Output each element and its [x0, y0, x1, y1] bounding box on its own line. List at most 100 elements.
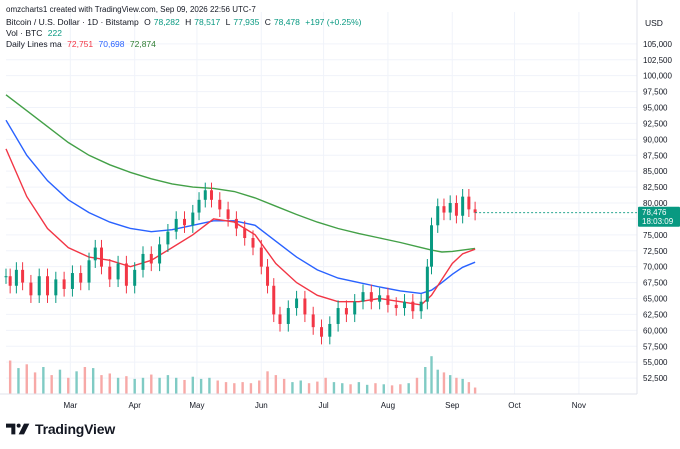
candle-body	[29, 282, 33, 296]
ma-slow-line	[5, 94, 476, 253]
volume-bar	[33, 372, 37, 394]
price-tick-label: 72,500	[643, 247, 668, 256]
ma-legend: Daily Lines ma 72,751 70,698 72,874	[6, 39, 159, 50]
candle-body	[234, 218, 238, 229]
candle-body	[461, 196, 465, 216]
volume-bar	[83, 367, 87, 394]
time-tick-label: Mar	[63, 401, 77, 410]
volume-bar	[67, 377, 70, 394]
volume-bar	[216, 380, 219, 394]
price-tick-label: 90,000	[643, 135, 668, 144]
candle-body	[141, 253, 145, 270]
candle-body	[166, 231, 170, 245]
candle-body	[158, 244, 162, 264]
bar-countdown: 18:03:09	[642, 217, 674, 226]
volume-bar	[382, 384, 385, 394]
price-tick-label: 105,000	[643, 40, 672, 49]
price-tick-label: 92,500	[643, 119, 668, 128]
volume-bar	[42, 367, 45, 394]
volume-bar	[424, 367, 427, 394]
candle-body	[218, 199, 222, 210]
candle-body	[149, 253, 153, 264]
volume-bar	[332, 382, 336, 394]
last-price-badge	[638, 206, 680, 227]
price-tick-label: 95,000	[643, 104, 668, 113]
candle-body	[226, 209, 230, 219]
volume-bar	[50, 375, 53, 394]
volume-bar	[365, 384, 369, 394]
volume-value: 222	[47, 28, 62, 38]
price-tick-label: 60,000	[643, 326, 668, 335]
volume-bar	[150, 374, 153, 394]
volume-bar	[17, 368, 20, 394]
candle-body	[295, 298, 299, 309]
volume-bar	[183, 379, 186, 394]
candle-body	[386, 295, 390, 305]
volume-bar	[448, 375, 452, 394]
candle-body	[21, 269, 25, 283]
symbol-title[interactable]: Bitcoin / U.S. Dollar · 1D · Bitstamp	[6, 17, 139, 27]
volume-bar	[208, 377, 211, 394]
price-tick-label: 80,000	[643, 199, 668, 208]
volume-bar	[116, 377, 120, 394]
volume-bar	[91, 368, 95, 394]
last-price-value: 78,476	[642, 208, 667, 217]
ma-slow-value: 72,874	[129, 39, 156, 49]
candle-body	[79, 273, 83, 283]
candle-body	[116, 263, 120, 280]
volume-bar	[191, 376, 195, 394]
candle-body	[473, 209, 477, 213]
volume-bar	[282, 378, 286, 394]
open-value: 78,282	[153, 17, 180, 27]
candle-body	[183, 218, 187, 226]
tradingview-logo-text: TradingView	[35, 421, 116, 437]
volume-bar	[467, 382, 471, 394]
candle-body	[442, 206, 446, 213]
candle-body	[133, 269, 137, 286]
time-tick-label: Aug	[381, 401, 395, 410]
tradingview-logo[interactable]: TradingView	[6, 419, 115, 439]
volume-bar	[399, 384, 402, 394]
volume-label[interactable]: Vol · BTC	[6, 28, 43, 38]
volume-bar	[274, 375, 278, 394]
candle-body	[93, 247, 97, 261]
candle-body	[425, 266, 429, 302]
volume-bar	[415, 377, 419, 394]
candle-body	[243, 228, 247, 239]
volume-bar	[141, 377, 145, 394]
volume-bar	[224, 382, 228, 394]
currency-label[interactable]: USD	[645, 18, 663, 28]
low-value: 77,935	[233, 17, 260, 27]
candle-body	[436, 206, 440, 226]
time-tick-label: Sep	[445, 401, 460, 410]
candle-body	[286, 308, 290, 324]
time-tick-label: Jun	[255, 401, 268, 410]
tradingview-logo-icon	[6, 423, 30, 435]
candle-body	[448, 203, 452, 213]
candle-body	[311, 314, 315, 328]
price-tick-label: 55,000	[643, 358, 668, 367]
volume-bar	[241, 382, 244, 394]
volume-bar	[307, 383, 311, 394]
ma-fast-line	[5, 148, 476, 306]
volume-bar	[357, 382, 361, 394]
volume-bar	[233, 383, 236, 394]
price-tick-label: 75,000	[643, 231, 668, 240]
close-label: C	[264, 17, 271, 27]
volume-bar	[473, 387, 477, 394]
candle-body	[87, 260, 91, 283]
candle-body	[108, 266, 112, 280]
candle-body	[4, 276, 8, 278]
change-value: +197 (+0.25%)	[305, 17, 362, 27]
volume-bar	[407, 383, 410, 394]
volume-bar	[436, 369, 439, 394]
candle-body	[191, 212, 195, 226]
volume-bar	[341, 383, 344, 394]
ma-label[interactable]: Daily Lines ma	[6, 39, 62, 49]
price-tick-label: 70,000	[643, 263, 668, 272]
candle-body	[430, 225, 434, 267]
volume-bar	[374, 383, 377, 394]
